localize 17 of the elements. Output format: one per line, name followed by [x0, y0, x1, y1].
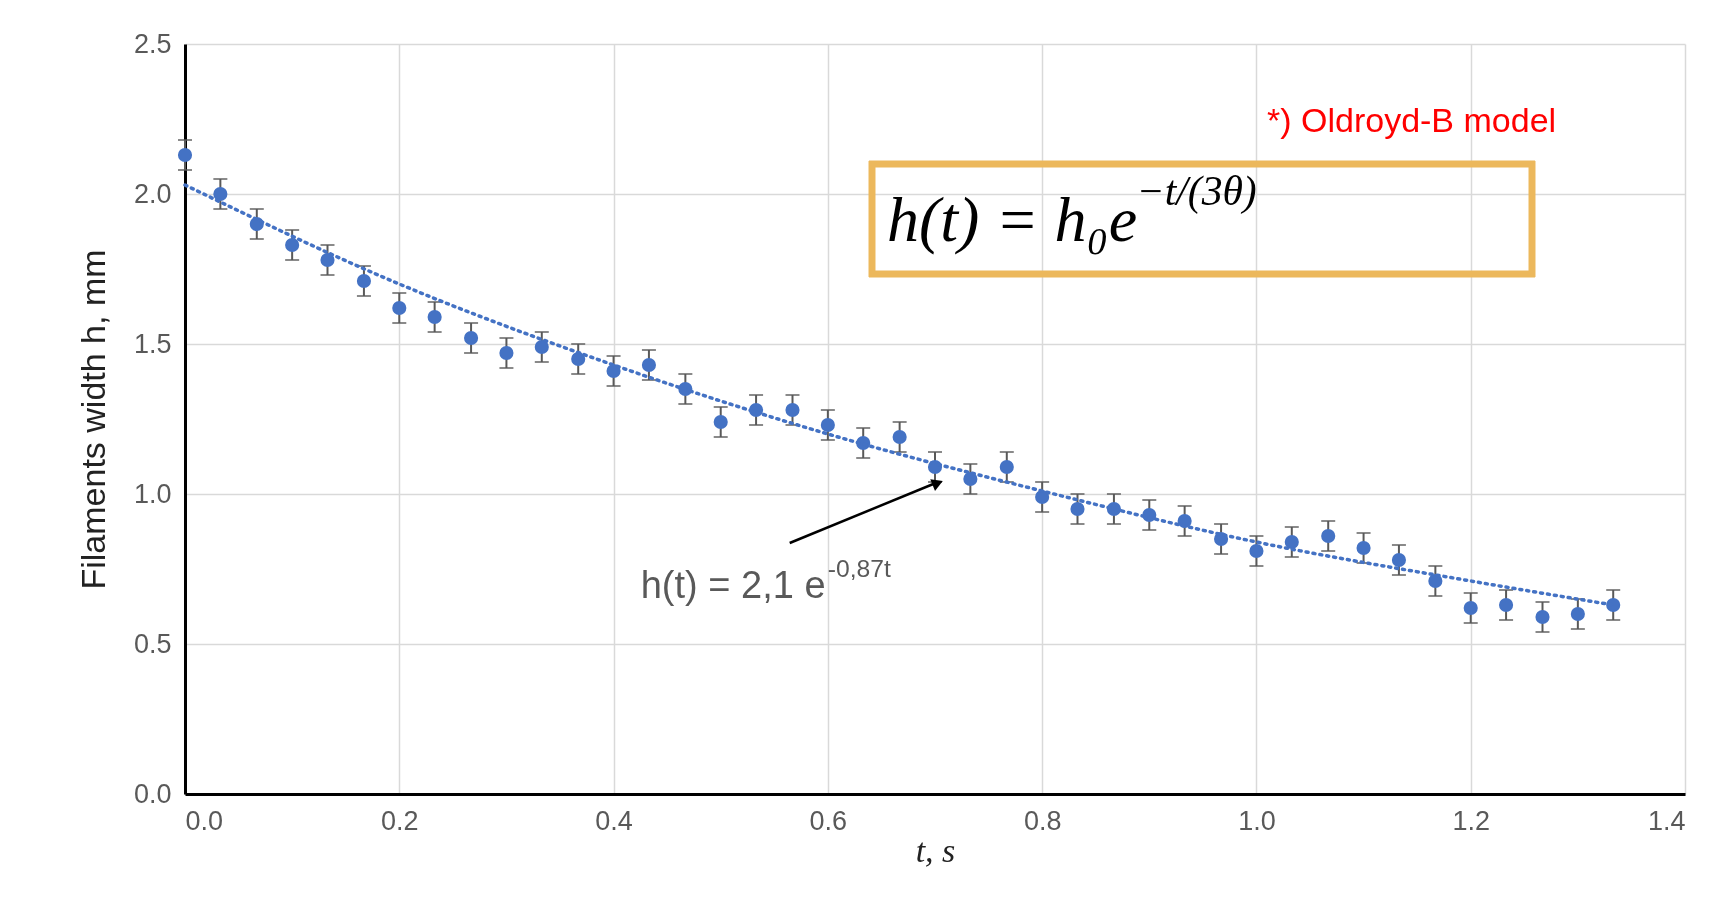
x-axis-title: t, s	[915, 831, 956, 869]
x-tick-label: 0.4	[595, 805, 633, 836]
x-tick-label: 1.0	[1238, 805, 1276, 836]
x-tick-label: 0.6	[809, 805, 848, 836]
x-tick-label: 0.2	[381, 805, 419, 836]
x-tick-label: 1.4	[1647, 805, 1686, 836]
y-tick-label: 0.5	[133, 628, 172, 659]
annotation: *) Oldroyd-B model	[1267, 101, 1557, 139]
y-tick-label: 1.5	[133, 328, 172, 359]
y-tick-label: 0.0	[133, 778, 172, 809]
y-tick-label: 1.0	[133, 478, 172, 509]
x-tick-label: 1.2	[1452, 805, 1490, 836]
x-tick-label: 0.0	[185, 805, 224, 836]
y-tick-label: 2.0	[133, 178, 172, 209]
y-axis-title: Filaments width h, mm	[73, 249, 112, 590]
x-tick-label: 0.8	[1023, 805, 1062, 836]
y-tick-label: 2.5	[133, 28, 172, 59]
